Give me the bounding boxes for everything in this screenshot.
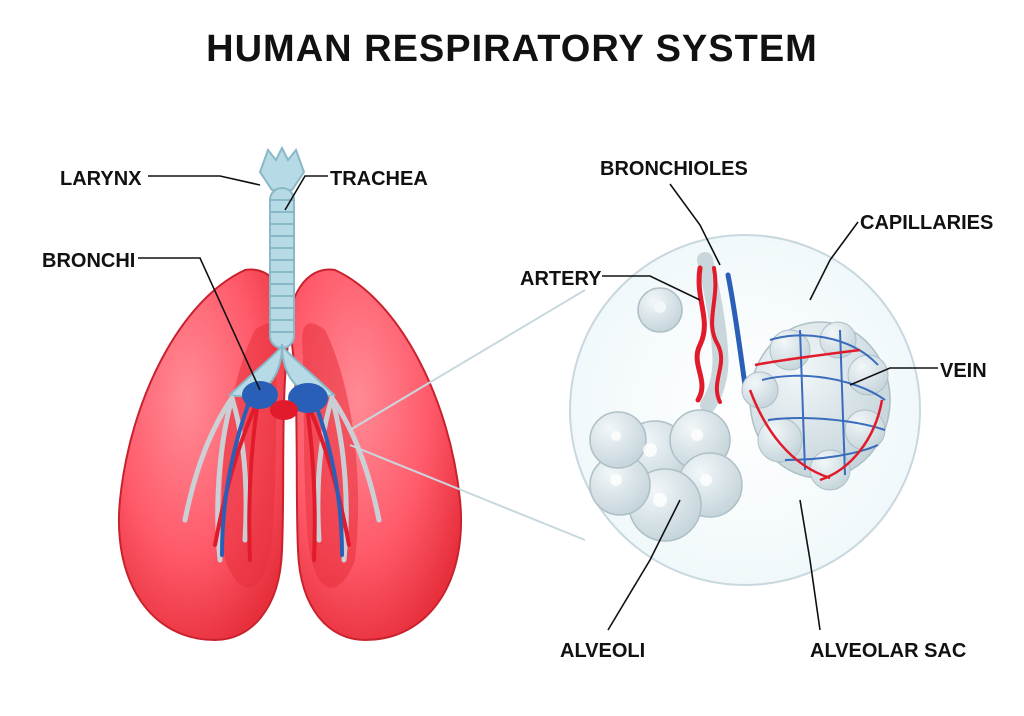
alveoli-detail — [570, 235, 920, 585]
diagram-canvas: HUMAN RESPIRATORY SYSTEM — [0, 0, 1024, 716]
label-larynx: LARYNX — [60, 168, 141, 191]
label-trachea: TRACHEA — [330, 168, 428, 191]
respiratory-diagram — [0, 0, 1024, 716]
label-bronchi: BRONCHI — [42, 250, 135, 273]
label-alveolar-sac: ALVEOLAR SAC — [810, 640, 966, 663]
label-vein: VEIN — [940, 360, 987, 383]
label-capillaries: CAPILLARIES — [860, 212, 993, 235]
label-alveoli: ALVEOLI — [560, 640, 645, 663]
label-artery: ARTERY — [520, 268, 601, 291]
label-bronchioles: BRONCHIOLES — [600, 158, 748, 181]
